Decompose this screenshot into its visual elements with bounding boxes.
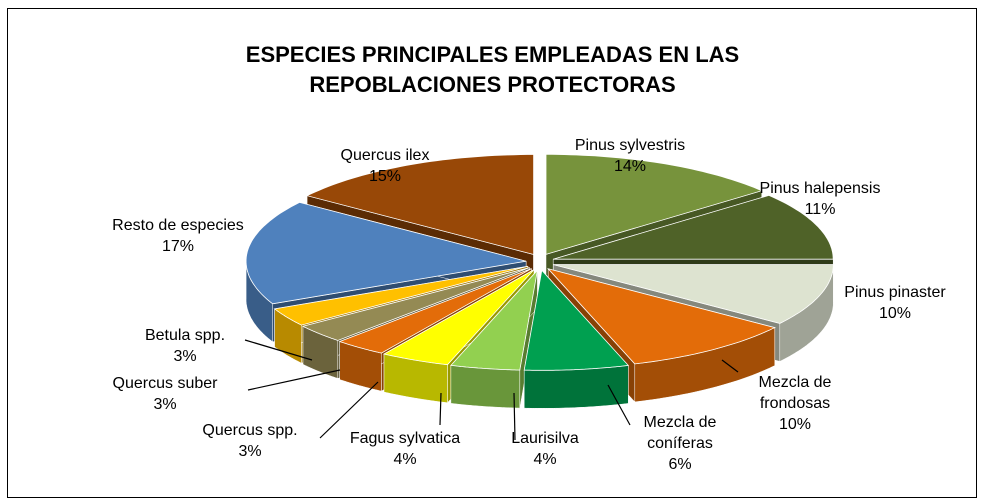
data-label: Resto de especies 17% [78,215,278,257]
data-label: Pinus pinaster 10% [795,282,985,324]
chart-title: ESPECIES PRINCIPALES EMPLEADAS EN LAS RE… [245,42,740,97]
slice [245,201,527,305]
slice [546,268,777,365]
category-label: Fagus sylvatica [349,430,461,447]
slice [523,269,630,409]
slice [382,269,535,366]
category-label: Pinus halepensis [759,180,881,197]
category-label: Mezcla de frondosas [758,374,832,412]
value-label: 3% [238,443,262,460]
category-label: Betula spp. [144,327,226,344]
category-label: Resto de especies [112,217,244,234]
value-label: 4% [533,451,557,468]
slice [338,268,532,354]
slice-side [450,365,521,409]
leader-line [247,369,341,391]
data-label: Quercus spp. 3% [175,420,325,462]
leader-line [607,384,631,426]
leader-line [721,359,739,373]
data-label: Mezcla de frondosas 10% [740,372,850,435]
value-label: 3% [153,396,177,413]
slice-side [523,365,629,409]
slice [301,267,530,341]
value-label: 3% [173,348,197,365]
data-label: Fagus sylvatica 4% [330,428,480,470]
category-label: Mezcla de coníferas [643,414,717,452]
category-label: Quercus spp. [202,422,298,439]
leader-line [319,381,379,439]
value-label: 15% [368,168,402,185]
value-label: 11% [804,201,836,218]
chart: ESPECIES PRINCIPALES EMPLEADAS EN LAS RE… [7,8,985,498]
slice [553,194,834,260]
leader-line [513,392,516,441]
category-label: Quercus ilex [340,147,430,164]
value-label: 17% [161,238,195,255]
category-label: Laurisilva [511,430,579,447]
data-label: Quercus suber 3% [90,373,240,415]
value-label: 10% [778,416,812,433]
category-label: Pinus sylvestris [574,137,686,154]
pie-area [244,154,834,441]
slice [553,264,834,324]
slice [545,154,763,255]
category-label: Quercus suber [112,375,218,392]
value-label: 14% [613,158,647,175]
data-label: Mezcla de coníferas 6% [625,412,735,475]
slice [305,154,534,256]
value-label: 10% [878,305,912,322]
slice [450,269,539,409]
data-label: Quercus ilex 15% [310,145,460,187]
leader-line [244,339,313,361]
data-label: Laurisilva 4% [485,428,605,470]
data-label: Pinus sylvestris 14% [530,135,730,177]
data-label: Pinus halepensis 11% [720,178,920,220]
value-label: 6% [668,456,692,473]
category-label: Pinus pinaster [844,284,946,301]
data-label: Betula spp. 3% [110,325,260,367]
slice [523,269,630,371]
value-label: 4% [393,451,417,468]
leader-line [439,392,442,426]
slice [273,265,529,326]
slice [450,269,539,371]
